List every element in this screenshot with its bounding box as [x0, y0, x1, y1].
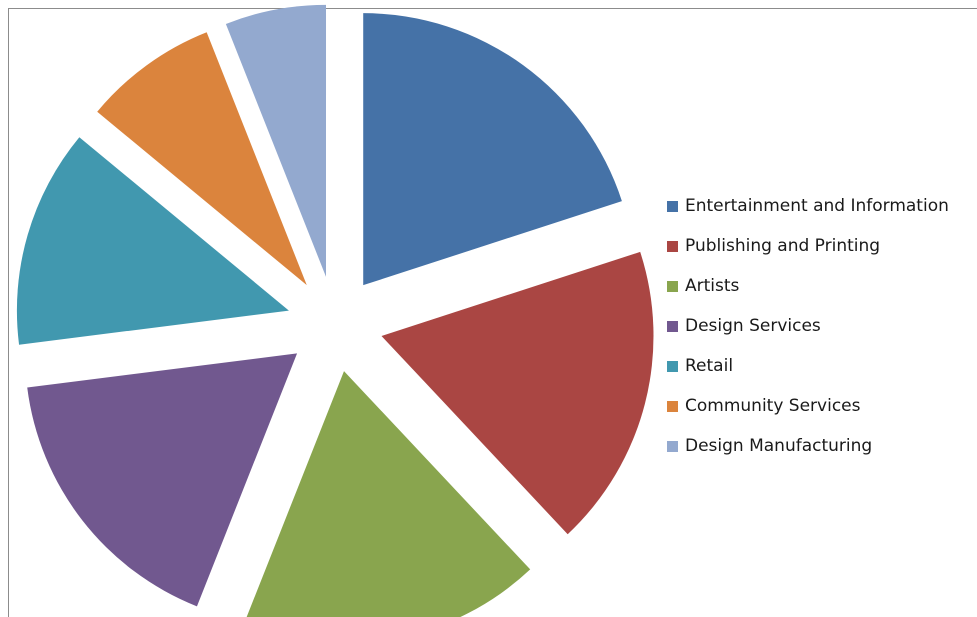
pie-slice-community-services	[97, 32, 307, 286]
legend-label: Retail	[685, 356, 734, 376]
legend-item: Design Services	[667, 306, 949, 346]
legend-label: Entertainment and Information	[685, 196, 949, 216]
legend-swatch	[667, 400, 678, 412]
legend-swatch	[667, 360, 678, 372]
pie-slice-design-manufacturing	[225, 4, 327, 277]
legend-label: Design Manufacturing	[685, 436, 873, 456]
legend-swatch	[667, 320, 678, 332]
legend-item: Publishing and Printing	[667, 226, 949, 266]
legend-swatch	[667, 280, 678, 292]
legend-label: Artists	[685, 276, 740, 296]
legend-swatch	[667, 200, 678, 212]
legend-label: Community Services	[685, 396, 861, 416]
legend-item: Retail	[667, 346, 949, 386]
pie-slice-publishing-and-printing	[381, 251, 654, 535]
pie-slice-artists	[246, 371, 531, 617]
legend-item: Artists	[667, 266, 949, 306]
pie-slice-design-services	[27, 353, 298, 607]
legend-item: Community Services	[667, 386, 949, 426]
legend-label: Publishing and Printing	[685, 236, 881, 256]
legend-swatch	[667, 440, 678, 452]
legend-swatch	[667, 240, 678, 252]
legend: Entertainment and Information Publishing…	[667, 186, 949, 466]
legend-label: Design Services	[685, 316, 821, 336]
legend-item: Design Manufacturing	[667, 426, 949, 466]
pie-slice-retail	[16, 137, 289, 345]
legend-item: Entertainment and Information	[667, 186, 949, 226]
pie-slice-entertainment-and-information	[363, 13, 622, 286]
